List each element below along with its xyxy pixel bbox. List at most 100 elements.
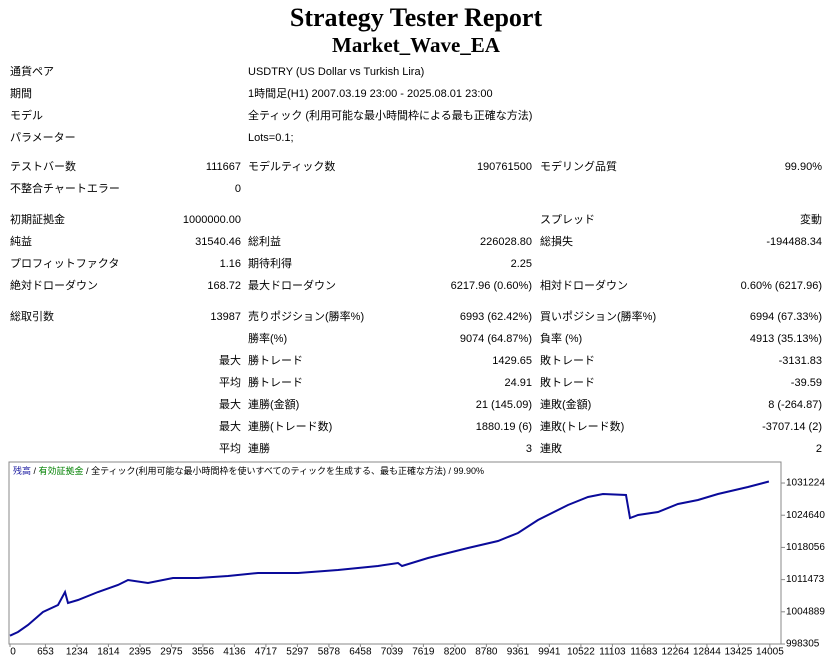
report-title: Strategy Tester Report [290, 3, 543, 32]
cell-value: 13987 [210, 311, 241, 323]
legend: 残高 / 有効証拠金 / 全ティック(利用可能な最小時間枠を使いすべてのティック… [13, 465, 484, 476]
x-tick-label: 9941 [538, 647, 561, 658]
cell-value: 全ティック (利用可能な最小時間枠による最も正確な方法) [248, 108, 532, 122]
cell-label: 連勝 [248, 441, 270, 455]
cell-label: 通貨ペア [10, 64, 54, 78]
x-tick-label: 14005 [756, 647, 784, 658]
cell-value: 0.60% (6217.96) [741, 280, 822, 292]
cell-value: -194488.34 [766, 236, 822, 248]
x-tick-label: 5297 [286, 647, 309, 658]
x-tick-label: 11683 [630, 647, 658, 658]
x-tick-label: 10522 [567, 647, 595, 658]
cell-value: 1000000.00 [183, 214, 241, 226]
cell-value: 1429.65 [492, 355, 532, 367]
cell-value: 4913 (35.13%) [750, 333, 822, 345]
cell-value: 最大 [219, 419, 241, 433]
legend-entry: 有効証拠金 [39, 465, 84, 476]
report-subtitle: Market_Wave_EA [332, 33, 501, 57]
cell-value: -3707.14 (2) [762, 421, 822, 433]
cell-label: 買いポジション(勝率%) [540, 309, 656, 323]
cell-label: プロフィットファクタ [10, 257, 119, 270]
x-tick-label: 7039 [381, 647, 404, 658]
cell-label: モデルティック数 [248, 159, 335, 173]
x-tick-label: 8200 [444, 647, 467, 658]
x-tick-label: 0 [10, 647, 16, 658]
cell-value: 平均 [219, 442, 241, 455]
legend-entry: 99.90% [454, 466, 485, 476]
chart-frame [8, 461, 782, 645]
x-tick-label: 3556 [192, 647, 215, 658]
cell-label: モデリング品質 [540, 159, 617, 173]
x-tick-label: 8780 [475, 647, 498, 658]
cell-label: パラメーター [10, 131, 76, 144]
cell-value: 2 [816, 443, 822, 455]
x-tick-label: 12264 [662, 647, 690, 658]
cell-label: 連敗 [540, 441, 562, 455]
cell-label: モデル [10, 108, 43, 122]
cell-label: 連敗(トレード数) [540, 419, 624, 433]
cell-value: 190761500 [477, 161, 532, 173]
cell-label: 勝率(%) [248, 331, 287, 345]
cell-label: テストバー数 [10, 160, 76, 173]
cell-label: 負率 (%) [540, 331, 582, 345]
cell-label: 勝トレード [248, 375, 303, 389]
cell-label: 連勝(金額) [248, 397, 299, 411]
cell-label: 勝トレード [248, 353, 303, 367]
cell-label: 純益 [10, 234, 32, 248]
legend-entry: 残高 [13, 465, 31, 476]
cell-label: 連勝(トレード数) [248, 419, 332, 433]
y-tick-label: 1024640 [786, 510, 825, 521]
x-tick-label: 6458 [349, 647, 372, 658]
cell-value: 6217.96 (0.60%) [451, 280, 532, 292]
x-tick-label: 2975 [160, 647, 183, 658]
cell-label: 連敗(金額) [540, 397, 591, 411]
cell-value: 111667 [206, 161, 241, 173]
cell-value: USDTRY (US Dollar vs Turkish Lira) [248, 66, 424, 78]
cell-label: 総利益 [248, 234, 281, 248]
cell-label: 期待利得 [248, 256, 292, 270]
y-tick-label: 1018056 [786, 542, 825, 553]
x-tick-label: 1234 [66, 647, 89, 658]
x-tick-label: 1814 [97, 647, 120, 658]
x-tick-label: 7619 [412, 647, 435, 658]
x-tick-label: 9361 [507, 647, 530, 658]
cell-value: 6993 (62.42%) [460, 311, 532, 323]
cell-value: -39.59 [791, 377, 822, 389]
cell-label: 敗トレード [540, 353, 595, 367]
y-tick-label: 1031224 [786, 478, 825, 489]
cell-value: 平均 [219, 376, 241, 389]
cell-value: 99.90% [785, 161, 823, 173]
cell-value: 2.25 [511, 258, 532, 270]
x-tick-label: 2395 [129, 647, 152, 658]
x-tick-label: 12844 [693, 647, 721, 658]
cell-value: 168.72 [207, 280, 241, 292]
cell-label: 最大ドローダウン [248, 278, 336, 292]
cell-label: 初期証拠金 [10, 212, 65, 226]
cell-value: 最大 [219, 353, 241, 367]
cell-value: 3 [526, 443, 532, 455]
x-tick-label: 653 [37, 647, 54, 658]
cell-value: 31540.46 [195, 236, 241, 248]
legend-separator: / [84, 466, 92, 476]
legend-separator: / [446, 466, 454, 476]
x-tick-label: 11103 [599, 647, 626, 658]
x-tick-label: 4717 [255, 647, 278, 658]
cell-label: 総取引数 [10, 309, 54, 323]
cell-label: 不整合チャートエラー [10, 181, 120, 195]
cell-value: 21 (145.09) [476, 399, 532, 411]
cell-label: 期間 [10, 87, 32, 100]
cell-value: 24.91 [504, 377, 532, 389]
cell-value: 8 (-264.87) [768, 399, 822, 411]
cell-value: 9074 (64.87%) [460, 333, 532, 345]
y-tick-label: 1011473 [786, 574, 825, 585]
legend-entry: 全ティック(利用可能な最小時間枠を使いすべてのティックを生成する、最も正確な方法… [91, 465, 446, 476]
cell-value: 1時間足(H1) 2007.03.19 23:00 - 2025.08.01 2… [248, 87, 493, 100]
x-tick-label: 4136 [223, 647, 246, 658]
x-tick-label: 5878 [318, 647, 341, 658]
cell-label: 売りポジション(勝率%) [248, 309, 364, 323]
balance-line [9, 480, 770, 637]
cell-label: 総損失 [540, 234, 573, 248]
cell-label: 相対ドローダウン [540, 278, 628, 292]
cell-value: 1880.19 (6) [476, 421, 532, 433]
